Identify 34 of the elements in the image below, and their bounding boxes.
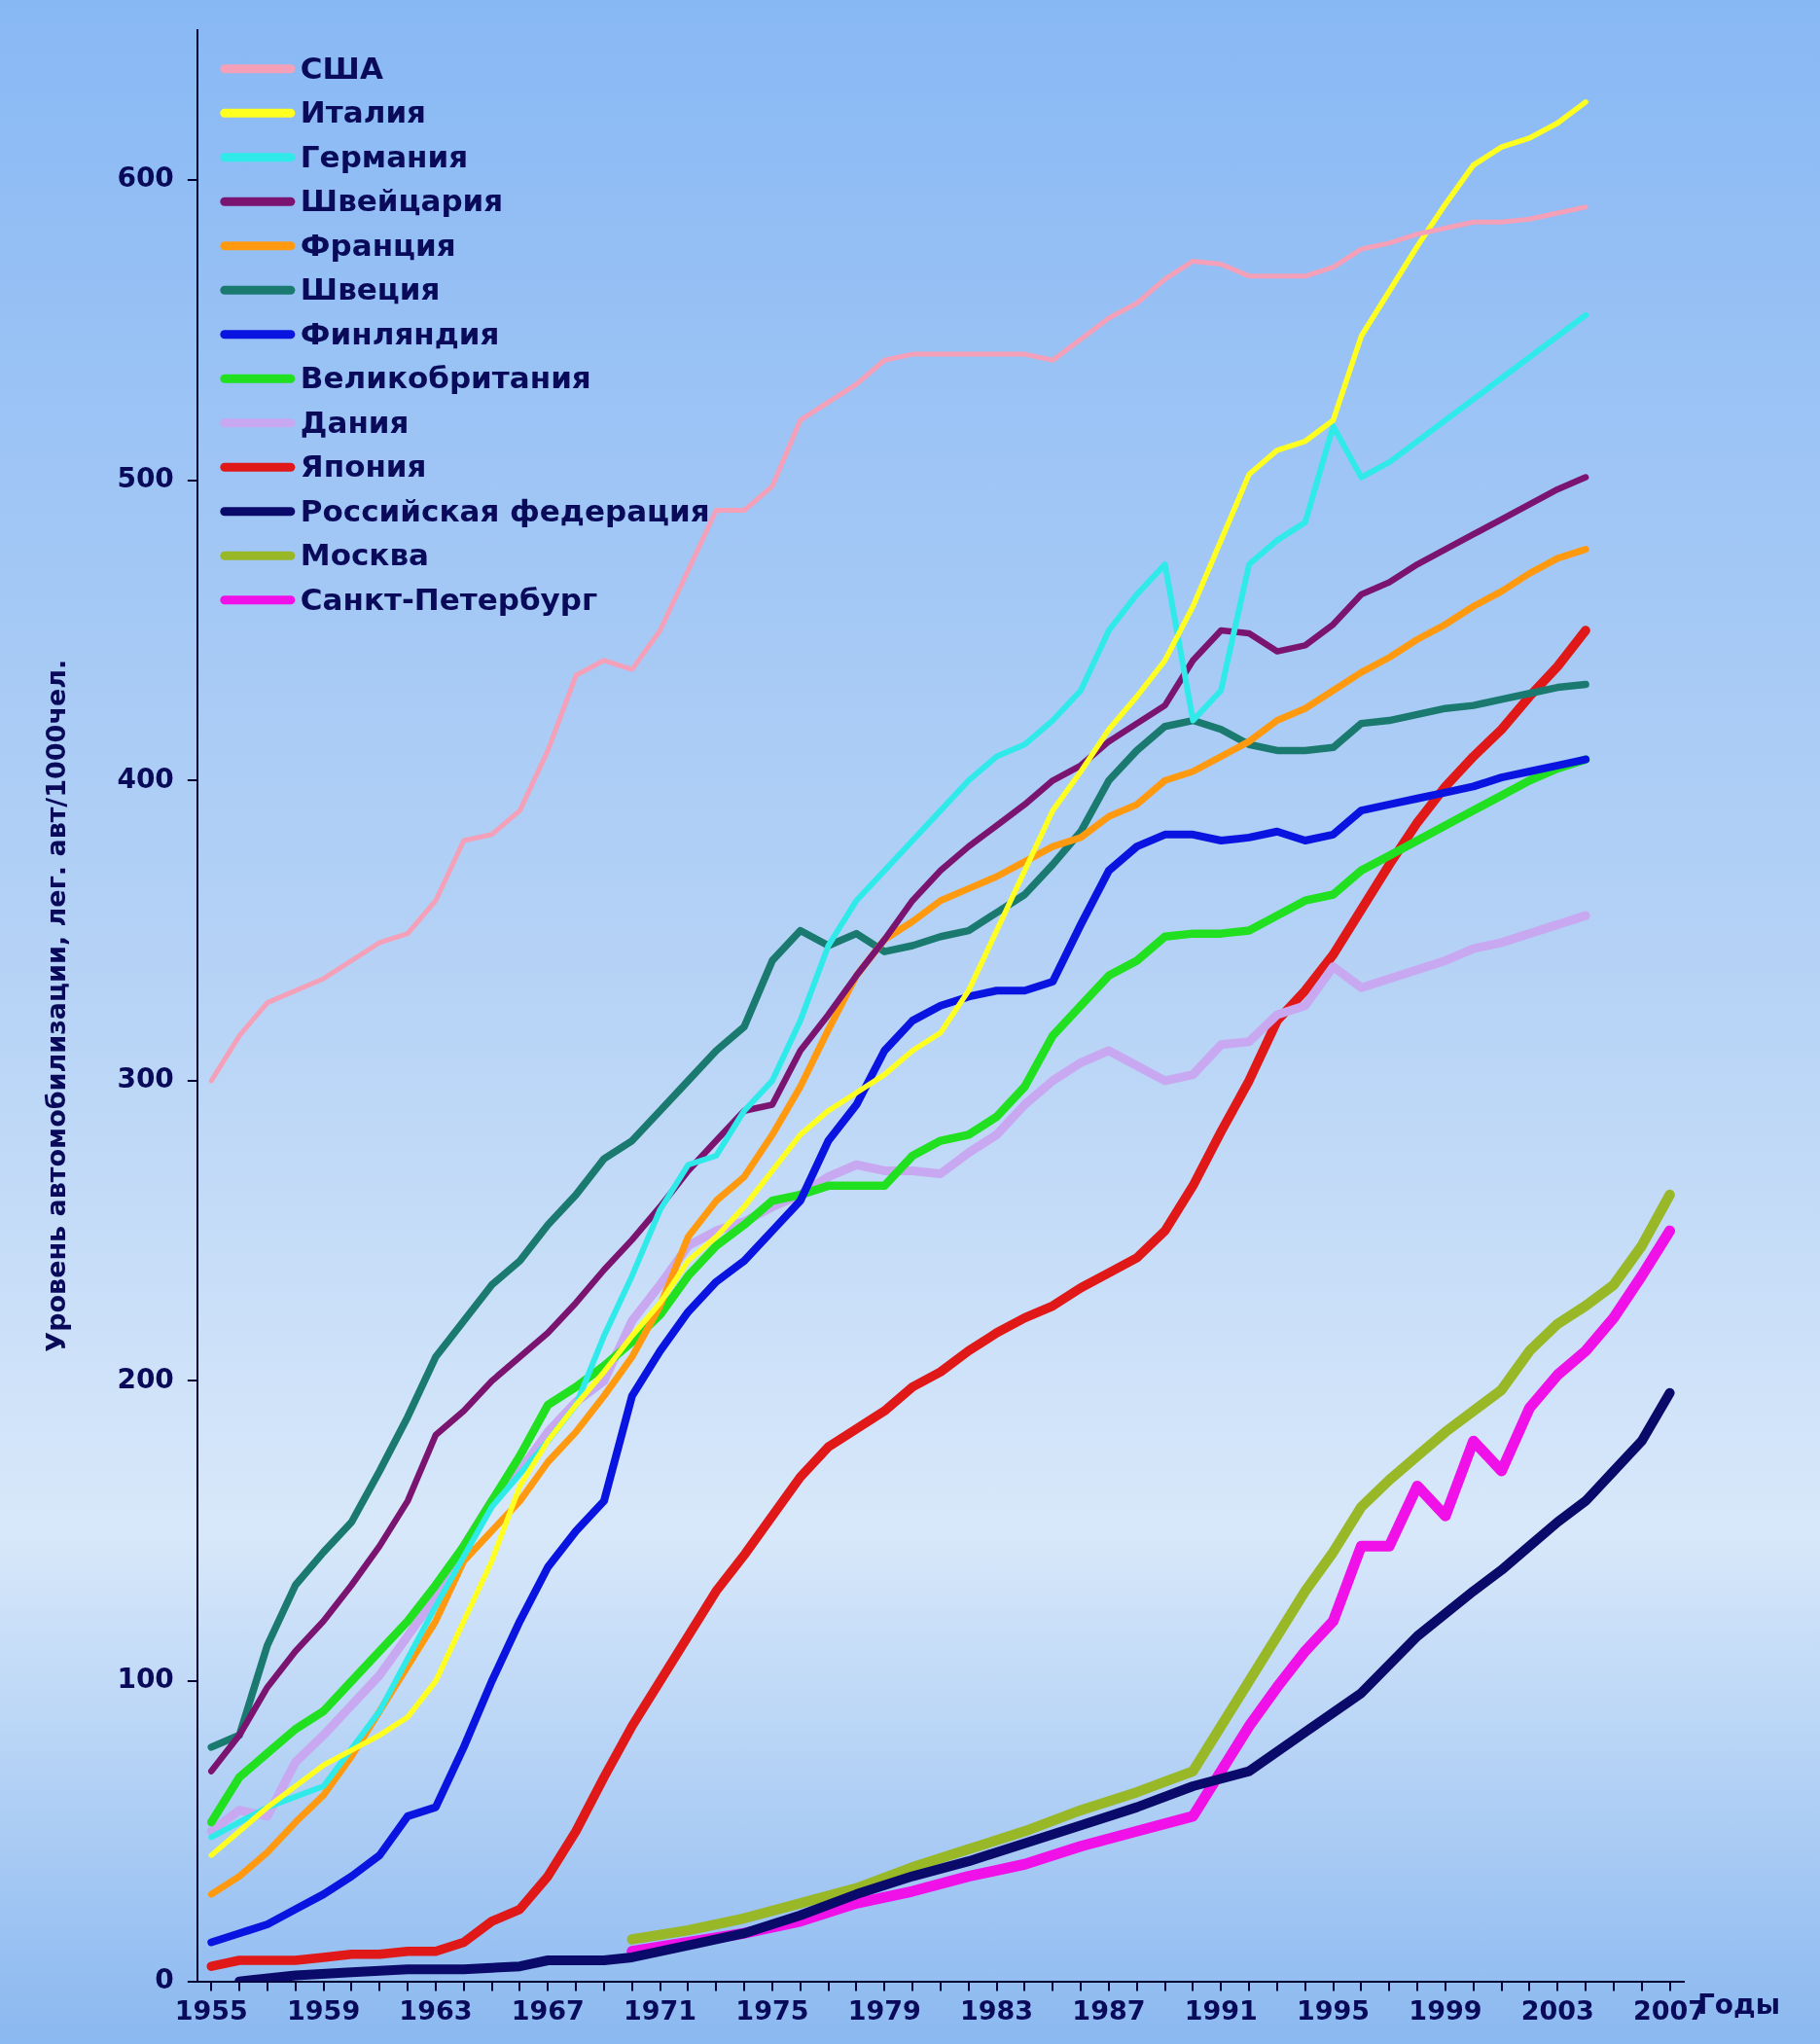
legend-label: Санкт-Петербург [300,581,598,617]
legend-label: Германия [300,138,469,174]
legend-label: Финляндия [300,315,500,351]
legend-label: Швейцария [300,183,504,219]
y-tick-label: 100 [117,1663,174,1696]
x-tick-label: 1971 [624,1994,697,2026]
legend-label: Великобритания [300,360,591,396]
y-axis-title: Уровень автомобилизации, лег. авт/1000чел. [41,659,72,1352]
legend-label: США [300,50,383,86]
x-tick-label: 1975 [735,1994,809,2026]
legend-label: Дания [300,404,410,440]
legend-label: Япония [300,448,427,484]
x-tick-label: 1995 [1297,1994,1371,2026]
x-tick-label: 1987 [1072,1994,1146,2026]
y-tick-label: 200 [117,1362,174,1395]
x-tick-label: 1991 [1184,1994,1258,2026]
y-tick-label: 0 [155,1962,174,1995]
x-tick-label: 1959 [287,1994,361,2026]
legend-label: Российская федерация [300,492,710,528]
legend-label: Москва [300,537,429,573]
x-tick-label: 1983 [960,1994,1034,2026]
x-tick-label: 1979 [847,1994,921,2026]
x-tick-label: 1955 [174,1994,248,2026]
x-tick-label: 1967 [511,1994,585,2026]
x-tick-label: 1999 [1409,1994,1482,2026]
legend-label: Италия [300,94,427,130]
legend-label: Франция [300,227,456,263]
x-tick-label: 2003 [1520,1994,1594,2026]
y-tick-label: 600 [117,161,174,195]
y-tick-label: 300 [117,1062,174,1095]
x-tick-label: 1963 [399,1994,473,2026]
y-tick-label: 500 [117,461,174,494]
legend-label: Швеция [300,271,441,307]
y-tick-label: 400 [117,762,174,795]
